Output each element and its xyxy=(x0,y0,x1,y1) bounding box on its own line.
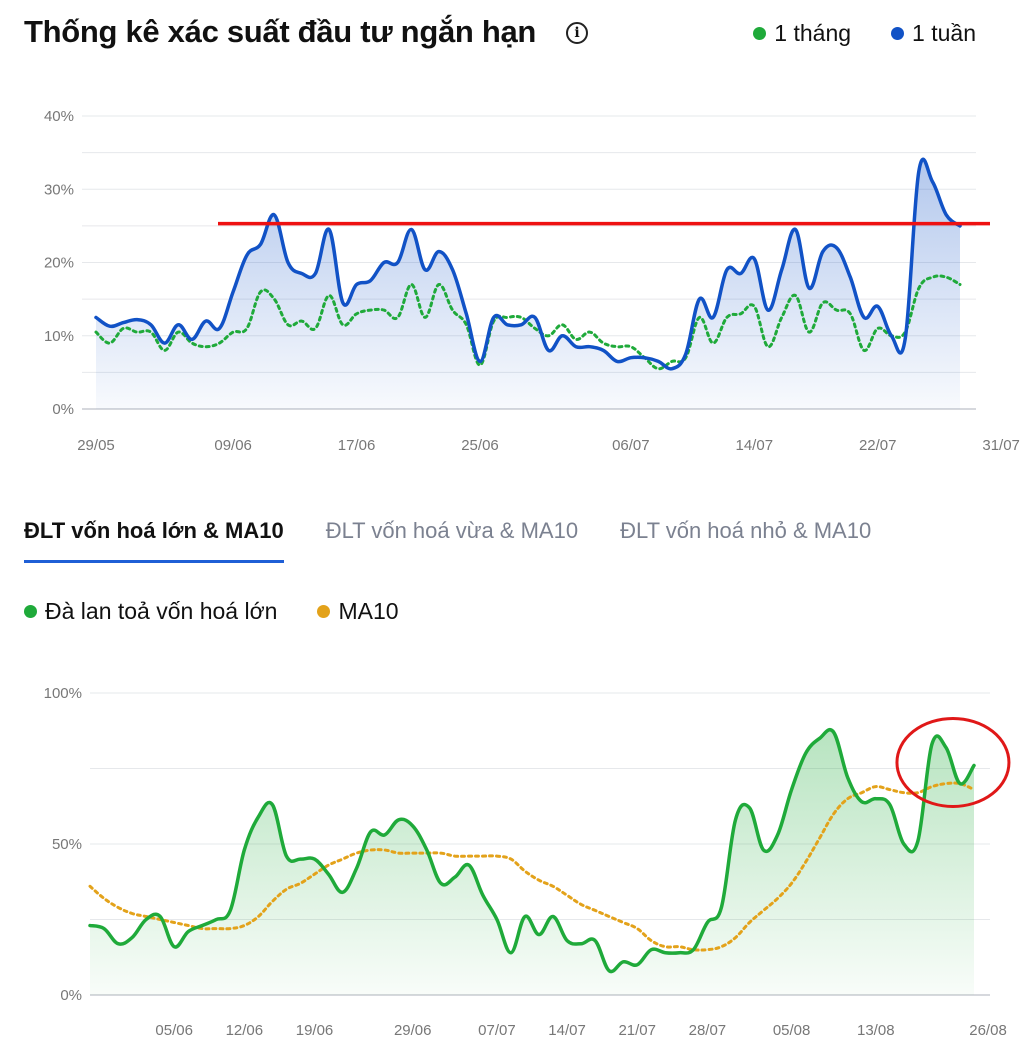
y-tick-label: 10% xyxy=(44,328,74,345)
legend-dot-green xyxy=(24,605,37,618)
tab-mid-cap[interactable]: ĐLT vốn hoá vừa & MA10 xyxy=(325,518,579,543)
x-tick-label: 21/07 xyxy=(618,1022,656,1039)
x-tick-label: 05/06 xyxy=(155,1022,193,1039)
x-tick-label: 17/06 xyxy=(338,437,376,454)
legend-label: 1 tháng xyxy=(774,20,852,46)
x-tick-label: 25/06 xyxy=(461,437,499,454)
legend-dot-blue xyxy=(891,27,905,40)
series-line-ma10 xyxy=(88,781,976,952)
x-tick-label: 07/07 xyxy=(478,1022,516,1039)
highlight-circle xyxy=(895,716,1011,808)
legend-label: 1 tuần xyxy=(912,20,976,46)
chart1-legend: 1 tháng 1 tuần xyxy=(753,20,976,47)
y-tick-label: 20% xyxy=(44,255,74,272)
y-tick-label: 100% xyxy=(44,685,82,702)
y-tick-label: 40% xyxy=(44,108,74,125)
series-line-1-tháng xyxy=(94,274,962,371)
x-tick-label: 06/07 xyxy=(612,437,650,454)
x-tick-label: 14/07 xyxy=(548,1022,586,1039)
x-tick-label: 19/06 xyxy=(296,1022,334,1039)
legend-label: MA10 xyxy=(338,598,399,624)
x-tick-label: 05/08 xyxy=(773,1022,811,1039)
x-tick-label: 13/08 xyxy=(857,1022,895,1039)
x-tick-label: 22/07 xyxy=(859,437,897,454)
probability-line-chart: 0% 10% 20% 30% 40% 29/05 09/06 17/06 25/06 06/07 1… xyxy=(44,108,1020,454)
x-tick-label: 12/06 xyxy=(226,1022,264,1039)
series-area-fill xyxy=(96,159,960,409)
y-tick-label: 50% xyxy=(52,836,82,853)
x-tick-label: 09/06 xyxy=(214,437,252,454)
legend-dot-green xyxy=(753,27,767,40)
tab-bar: ĐLT vốn hoá lớn & MA10 ĐLT vốn hoá vừa &… xyxy=(24,518,871,563)
x-tick-label: 29/05 xyxy=(77,437,115,454)
y-tick-label: 30% xyxy=(44,181,74,198)
x-tick-label: 26/08 xyxy=(969,1022,1007,1039)
legend-label: Đà lan toả vốn hoá lớn xyxy=(45,598,278,624)
y-tick-label: 0% xyxy=(60,987,82,1004)
legend-item-ma10[interactable]: MA10 xyxy=(317,598,399,625)
x-tick-label: 31/07 xyxy=(982,437,1020,454)
legend-dot-orange xyxy=(317,605,331,618)
tab-small-cap[interactable]: ĐLT vốn hoá nhỏ & MA10 xyxy=(620,518,872,543)
legend-item-1-tuan[interactable]: 1 tuần xyxy=(891,20,976,47)
series-line-1-tuần xyxy=(94,157,962,371)
legend-item-da-lan-toa[interactable]: Đà lan toả vốn hoá lớn xyxy=(24,598,277,625)
x-tick-label: 28/07 xyxy=(689,1022,727,1039)
series-area-fill xyxy=(90,729,974,995)
series-line-đà-lan-toả-vốn-hoá-lớn xyxy=(88,727,976,974)
x-tick-label: 14/07 xyxy=(736,437,774,454)
y-tick-label: 0% xyxy=(52,401,74,418)
page-title: Thống kê xác suất đầu tư ngắn hạn xyxy=(24,14,537,49)
legend-item-1-thang[interactable]: 1 tháng xyxy=(753,20,851,47)
tab-large-cap[interactable]: ĐLT vốn hoá lớn & MA10 xyxy=(24,518,284,563)
chart2-legend: Đà lan toả vốn hoá lớn MA10 xyxy=(24,598,399,625)
info-icon[interactable]: i xyxy=(566,22,588,44)
breadth-area-chart: 0% 50% 100% 05/06 12/06 19/06 29/06 07/07 14/07 2… xyxy=(44,685,1011,1039)
x-tick-label: 29/06 xyxy=(394,1022,432,1039)
